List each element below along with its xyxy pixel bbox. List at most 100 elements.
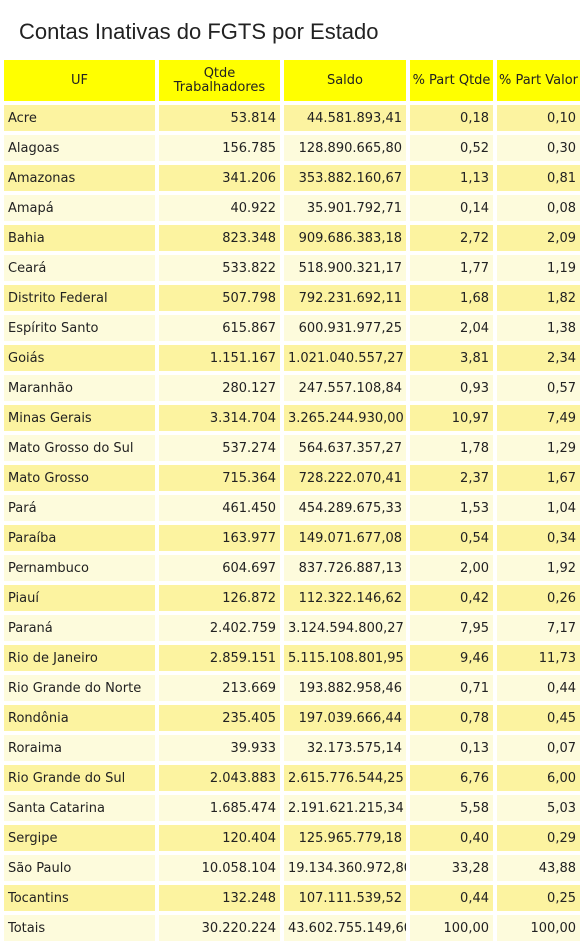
state-cell: Distrito Federal — [4, 285, 155, 311]
table-row: Pará 461.450 454.289.675,33 1,53 1,04 — [4, 495, 580, 521]
table-row: Distrito Federal 507.798 792.231.692,11 1,6… — [4, 285, 580, 311]
table-body: Acre 53.814 44.581.893,41 0,18 0,10 Alagoas 15… — [4, 105, 580, 941]
value-cell: 1,67 — [497, 465, 580, 491]
value-cell: 1,68 — [410, 285, 493, 311]
table-row: Acre 53.814 44.581.893,41 0,18 0,10 — [4, 105, 580, 131]
table-row: Amapá 40.922 35.901.792,71 0,14 0,08 — [4, 195, 580, 221]
value-cell: 7,17 — [497, 615, 580, 641]
value-cell: 5.115.108.801,95 — [284, 645, 406, 671]
value-cell: 163.977 — [159, 525, 280, 551]
value-cell: 2,34 — [497, 345, 580, 371]
value-cell: 6,00 — [497, 765, 580, 791]
column-header: UF — [4, 60, 155, 101]
state-cell: Mato Grosso do Sul — [4, 435, 155, 461]
value-cell: 0,30 — [497, 135, 580, 161]
state-cell: Paraíba — [4, 525, 155, 551]
value-cell: 280.127 — [159, 375, 280, 401]
state-cell: Piauí — [4, 585, 155, 611]
value-cell: 1,13 — [410, 165, 493, 191]
value-cell: 0,44 — [410, 885, 493, 911]
value-cell: 0,52 — [410, 135, 493, 161]
value-cell: 2.402.759 — [159, 615, 280, 641]
value-cell: 0,34 — [497, 525, 580, 551]
state-cell: Pernambuco — [4, 555, 155, 581]
state-cell: Bahia — [4, 225, 155, 251]
table-row: Rio Grande do Norte 213.669 193.882.958,46… — [4, 675, 580, 701]
value-cell: 0,18 — [410, 105, 493, 131]
value-cell: 1,77 — [410, 255, 493, 281]
table-row: Roraima 39.933 32.173.575,14 0,13 0,07 — [4, 735, 580, 761]
value-cell: 2,04 — [410, 315, 493, 341]
value-cell: 837.726.887,13 — [284, 555, 406, 581]
value-cell: 461.450 — [159, 495, 280, 521]
value-cell: 197.039.666,44 — [284, 705, 406, 731]
value-cell: 1,04 — [497, 495, 580, 521]
value-cell: 600.931.977,25 — [284, 315, 406, 341]
value-cell: 40.922 — [159, 195, 280, 221]
table-row: Mato Grosso 715.364 728.222.070,41 2,37 1,67 — [4, 465, 580, 491]
value-cell: 2.043.883 — [159, 765, 280, 791]
value-cell: 2,00 — [410, 555, 493, 581]
value-cell: 1,53 — [410, 495, 493, 521]
table-row: Rio Grande do Sul 2.043.883 2.615.776.544,… — [4, 765, 580, 791]
value-cell: 43,88 — [497, 855, 580, 881]
value-cell: 341.206 — [159, 165, 280, 191]
table-row: Amazonas 341.206 353.882.160,67 1,13 0,81 — [4, 165, 580, 191]
value-cell: 213.669 — [159, 675, 280, 701]
title: Contas Inativas do FGTS por Estado — [19, 19, 379, 44]
value-cell: 10,97 — [410, 405, 493, 431]
column-header: % Part Qtde — [410, 60, 493, 101]
value-cell: 0,54 — [410, 525, 493, 551]
table-row: Espírito Santo 615.867 600.931.977,25 2,04 1… — [4, 315, 580, 341]
table-row: Minas Gerais 3.314.704 3.265.244.930,00 10,… — [4, 405, 580, 431]
value-cell: 1.685.474 — [159, 795, 280, 821]
value-cell: 2,72 — [410, 225, 493, 251]
value-cell: 353.882.160,67 — [284, 165, 406, 191]
value-cell: 0,29 — [497, 825, 580, 851]
state-cell: Pará — [4, 495, 155, 521]
state-cell: Sergipe — [4, 825, 155, 851]
state-cell: Acre — [4, 105, 155, 131]
value-cell: 1,82 — [497, 285, 580, 311]
value-cell: 126.872 — [159, 585, 280, 611]
table-row: Piauí 126.872 112.322.146,62 0,42 0,26 — [4, 585, 580, 611]
table-row: Alagoas 156.785 128.890.665,80 0,52 0,30 — [4, 135, 580, 161]
value-cell: 1.021.040.557,27 — [284, 345, 406, 371]
value-cell: 3.124.594.800,27 — [284, 615, 406, 641]
value-cell: 149.071.677,08 — [284, 525, 406, 551]
value-cell: 5,03 — [497, 795, 580, 821]
value-cell: 2,37 — [410, 465, 493, 491]
value-cell: 0,81 — [497, 165, 580, 191]
value-cell: 1,92 — [497, 555, 580, 581]
table-row: Maranhão 280.127 247.557.108,84 0,93 0,57 — [4, 375, 580, 401]
value-cell: 107.111.539,52 — [284, 885, 406, 911]
table-row: Rio de Janeiro 2.859.151 5.115.108.801,95 9… — [4, 645, 580, 671]
value-cell: 454.289.675,33 — [284, 495, 406, 521]
table-row: Paraíba 163.977 149.071.677,08 0,54 0,34 — [4, 525, 580, 551]
value-cell: 5,58 — [410, 795, 493, 821]
value-cell: 193.882.958,46 — [284, 675, 406, 701]
state-cell: Minas Gerais — [4, 405, 155, 431]
value-cell: 100,00 — [497, 915, 580, 941]
column-header: % Part Valor — [497, 60, 580, 101]
value-cell: 128.890.665,80 — [284, 135, 406, 161]
value-cell: 1.151.167 — [159, 345, 280, 371]
value-cell: 615.867 — [159, 315, 280, 341]
value-cell: 100,00 — [410, 915, 493, 941]
value-cell: 909.686.383,18 — [284, 225, 406, 251]
table-row: Sergipe 120.404 125.965.779,18 0,40 0,29 — [4, 825, 580, 851]
table-row: Tocantins 132.248 107.111.539,52 0,44 0,25 — [4, 885, 580, 911]
value-cell: 0,08 — [497, 195, 580, 221]
column-header: Saldo — [284, 60, 406, 101]
table-row: Paraná 2.402.759 3.124.594.800,27 7,95 7,17 — [4, 615, 580, 641]
value-cell: 33,28 — [410, 855, 493, 881]
value-cell: 235.405 — [159, 705, 280, 731]
value-cell: 537.274 — [159, 435, 280, 461]
value-cell: 1,29 — [497, 435, 580, 461]
value-cell: 19.134.360.972,80 — [284, 855, 406, 881]
value-cell: 0,10 — [497, 105, 580, 131]
state-cell: Totais — [4, 915, 155, 941]
value-cell: 44.581.893,41 — [284, 105, 406, 131]
table-row: Ceará 533.822 518.900.321,17 1,77 1,19 — [4, 255, 580, 281]
value-cell: 247.557.108,84 — [284, 375, 406, 401]
